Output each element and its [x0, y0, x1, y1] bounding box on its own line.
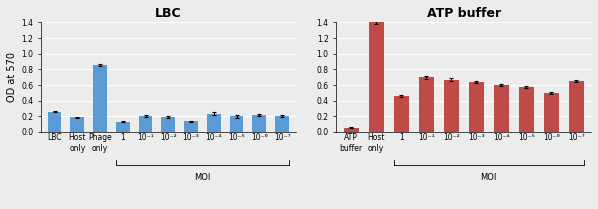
- Y-axis label: OD at 570: OD at 570: [7, 52, 17, 102]
- Title: ATP buffer: ATP buffer: [426, 7, 501, 20]
- Bar: [275, 116, 289, 132]
- Bar: [71, 117, 84, 132]
- Bar: [518, 87, 533, 132]
- Bar: [493, 85, 509, 132]
- Bar: [469, 82, 484, 132]
- Bar: [230, 116, 243, 132]
- Title: LBC: LBC: [155, 7, 182, 20]
- Bar: [161, 117, 175, 132]
- Bar: [393, 96, 408, 132]
- Bar: [48, 112, 62, 132]
- Bar: [139, 116, 152, 132]
- Bar: [419, 77, 434, 132]
- Bar: [569, 81, 584, 132]
- Bar: [184, 121, 198, 132]
- Bar: [444, 80, 459, 132]
- Bar: [252, 115, 266, 132]
- Text: MOI: MOI: [480, 173, 497, 182]
- Bar: [116, 122, 130, 132]
- Bar: [344, 128, 359, 132]
- Bar: [369, 23, 384, 132]
- Bar: [207, 113, 221, 132]
- Bar: [544, 93, 559, 132]
- Text: MOI: MOI: [194, 173, 210, 182]
- Bar: [93, 65, 107, 132]
